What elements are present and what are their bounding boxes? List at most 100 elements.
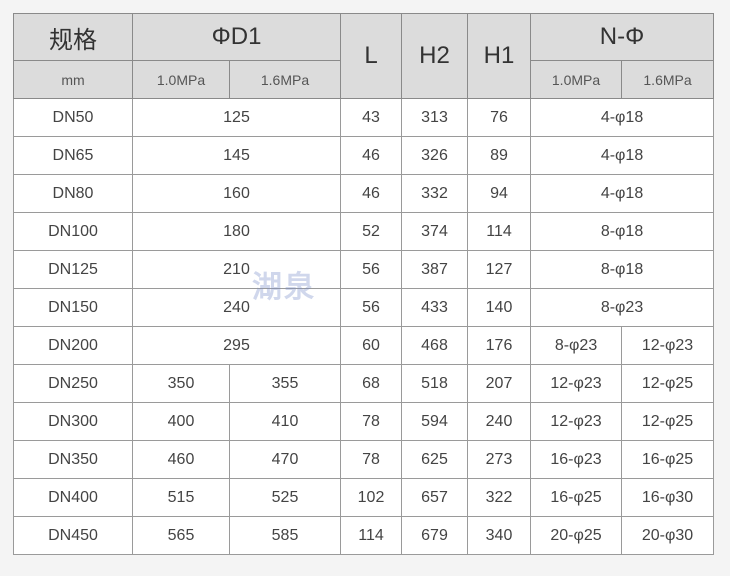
cell-dn: DN300 xyxy=(13,402,133,441)
cell-dn: DN200 xyxy=(13,326,133,365)
cell-h2: 332 xyxy=(401,174,469,213)
table-row: DN200 295 60 468 176 8-φ23 12-φ23 xyxy=(13,326,715,365)
cell-n16: 12-φ23 xyxy=(621,326,715,365)
header-d1-1.0mpa: 1.0MPa xyxy=(132,60,230,99)
cell-h2: 313 xyxy=(401,98,469,137)
header-spec: 规格 xyxy=(13,13,133,61)
table-row: DN50 125 43 313 76 4-φ18 xyxy=(13,98,715,137)
cell-n: 8-φ23 xyxy=(530,288,715,327)
cell-n: 4-φ18 xyxy=(530,136,715,175)
cell-h2: 594 xyxy=(401,402,469,441)
header-n-phi: N-Φ xyxy=(530,13,715,61)
cell-h2: 518 xyxy=(401,364,469,403)
cell-d16: 585 xyxy=(228,516,342,555)
cell-dn: DN400 xyxy=(13,478,133,517)
cell-d10: 350 xyxy=(132,364,230,403)
cell-l: 102 xyxy=(340,478,403,517)
header-d1-1.6mpa: 1.6MPa xyxy=(228,60,342,99)
cell-l: 114 xyxy=(340,516,403,555)
cell-l: 60 xyxy=(340,326,403,365)
cell-l: 43 xyxy=(340,98,403,137)
cell-n10: 16-φ23 xyxy=(530,440,623,479)
cell-dn: DN65 xyxy=(13,136,133,175)
cell-n16: 12-φ25 xyxy=(621,402,715,441)
cell-h1: 340 xyxy=(467,516,532,555)
cell-l: 68 xyxy=(340,364,403,403)
cell-h2: 326 xyxy=(401,136,469,175)
cell-h1: 273 xyxy=(467,440,532,479)
header-h1: H1 xyxy=(467,13,532,99)
cell-n: 8-φ18 xyxy=(530,250,715,289)
cell-h2: 657 xyxy=(401,478,469,517)
header-n-1.0mpa: 1.0MPa xyxy=(530,60,623,99)
cell-n10: 20-φ25 xyxy=(530,516,623,555)
cell-h1: 176 xyxy=(467,326,532,365)
cell-n10: 8-φ23 xyxy=(530,326,623,365)
cell-h1: 322 xyxy=(467,478,532,517)
cell-d10: 515 xyxy=(132,478,230,517)
cell-dn: DN450 xyxy=(13,516,133,555)
cell-n: 8-φ18 xyxy=(530,212,715,251)
cell-l: 46 xyxy=(340,174,403,213)
cell-h1: 114 xyxy=(467,212,532,251)
cell-dn: DN125 xyxy=(13,250,133,289)
cell-dn: DN80 xyxy=(13,174,133,213)
cell-d1: 160 xyxy=(131,174,342,213)
cell-dn: DN50 xyxy=(13,98,133,137)
table-row: DN100 180 52 374 114 8-φ18 xyxy=(13,212,715,251)
cell-l: 52 xyxy=(340,212,403,251)
table-row: DN250 350 355 68 518 207 12-φ23 12-φ25 xyxy=(13,364,715,403)
header-l: L xyxy=(340,13,403,99)
table-row: DN400 515 525 102 657 322 16-φ25 16-φ30 xyxy=(13,478,715,517)
cell-h2: 679 xyxy=(401,516,469,555)
cell-n10: 12-φ23 xyxy=(530,364,623,403)
cell-h2: 374 xyxy=(401,212,469,251)
cell-l: 46 xyxy=(340,136,403,175)
cell-h2: 625 xyxy=(401,440,469,479)
cell-dn: DN150 xyxy=(13,288,133,327)
table-row: DN65 145 46 326 89 4-φ18 xyxy=(13,136,715,175)
table-row: DN300 400 410 78 594 240 12-φ23 12-φ25 xyxy=(13,402,715,441)
cell-dn: DN250 xyxy=(13,364,133,403)
flange-spec-table: 规格 ΦD1 L H2 H1 N-Φ mm 1.0MPa 1.6MPa 1.0M… xyxy=(13,13,715,555)
cell-n10: 12-φ23 xyxy=(530,402,623,441)
table-row: DN150 240 56 433 140 8-φ23 xyxy=(13,288,715,327)
cell-d1: 180 xyxy=(131,212,342,251)
cell-n: 4-φ18 xyxy=(530,98,715,137)
table-row: DN125 210 56 387 127 8-φ18 xyxy=(13,250,715,289)
cell-d16: 410 xyxy=(228,402,342,441)
cell-l: 78 xyxy=(340,402,403,441)
cell-d16: 470 xyxy=(228,440,342,479)
cell-d1: 210 xyxy=(131,250,342,289)
cell-n16: 16-φ30 xyxy=(621,478,715,517)
cell-d10: 400 xyxy=(132,402,230,441)
cell-h1: 240 xyxy=(467,402,532,441)
table-row: DN350 460 470 78 625 273 16-φ23 16-φ25 xyxy=(13,440,715,479)
cell-h1: 89 xyxy=(467,136,532,175)
cell-dn: DN350 xyxy=(13,440,133,479)
cell-h1: 140 xyxy=(467,288,532,327)
cell-d1: 125 xyxy=(131,98,342,137)
cell-d1: 145 xyxy=(131,136,342,175)
cell-h1: 94 xyxy=(467,174,532,213)
cell-n10: 16-φ25 xyxy=(530,478,623,517)
cell-h2: 468 xyxy=(401,326,469,365)
header-h2: H2 xyxy=(401,13,469,99)
cell-h1: 76 xyxy=(467,98,532,137)
table-row: DN450 565 585 114 679 340 20-φ25 20-φ30 xyxy=(13,516,715,555)
cell-d1: 295 xyxy=(131,326,342,365)
cell-dn: DN100 xyxy=(13,212,133,251)
header-n-1.6mpa: 1.6MPa xyxy=(621,60,715,99)
cell-h2: 387 xyxy=(401,250,469,289)
header-unit: mm xyxy=(13,60,133,99)
cell-h2: 433 xyxy=(401,288,469,327)
cell-l: 56 xyxy=(340,250,403,289)
cell-d10: 565 xyxy=(132,516,230,555)
cell-h1: 207 xyxy=(467,364,532,403)
cell-n16: 12-φ25 xyxy=(621,364,715,403)
cell-d16: 355 xyxy=(228,364,342,403)
table-row: DN80 160 46 332 94 4-φ18 xyxy=(13,174,715,213)
cell-l: 56 xyxy=(340,288,403,327)
header-d1: ΦD1 xyxy=(131,13,342,61)
cell-n16: 16-φ25 xyxy=(621,440,715,479)
